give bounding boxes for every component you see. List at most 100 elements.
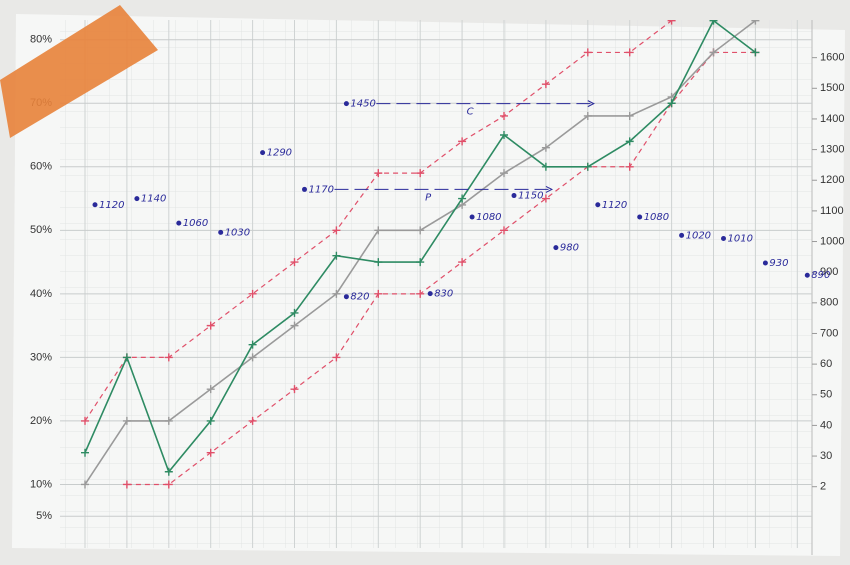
point-marker (416, 169, 425, 178)
point-marker (206, 385, 215, 394)
y2-tick-label: 1400 (820, 113, 844, 125)
point-marker (416, 258, 425, 267)
y2-tick-label: 1300 (820, 143, 844, 155)
ref-value-label: 1170 (309, 184, 334, 195)
price-point (762, 260, 768, 266)
y-tick-label: 20% (30, 415, 52, 427)
point-marker (583, 162, 592, 171)
price-point (804, 272, 810, 278)
price-label: 1120 (99, 200, 124, 211)
price-point (511, 193, 517, 199)
point-marker (625, 111, 634, 120)
price-point (679, 232, 685, 238)
price-point (343, 294, 349, 300)
point-marker (290, 308, 299, 317)
y2-tick-label: 1500 (820, 82, 844, 94)
price-point (637, 214, 643, 220)
y2-tick-label: 700 (820, 327, 838, 339)
point-marker (416, 226, 425, 235)
point-marker (332, 251, 341, 260)
price-label: 930 (769, 258, 788, 269)
point-marker (206, 448, 215, 457)
point-marker (374, 169, 383, 178)
y2-tick-label: 50 (820, 389, 832, 401)
ref-value-label: 1450 (350, 99, 375, 110)
y2-tick-label: 1600 (820, 52, 844, 64)
point-marker (248, 340, 257, 349)
point-marker (709, 20, 718, 25)
y2-tick-label: 1200 (820, 174, 844, 186)
point-marker (667, 99, 676, 108)
y-tick-label: 60% (30, 161, 52, 173)
point-marker (332, 353, 341, 362)
series-line (126, 51, 756, 486)
price-label: 1150 (518, 191, 543, 202)
point-marker (500, 131, 508, 140)
point-marker (122, 416, 131, 425)
point-marker (290, 385, 299, 394)
plot-layer: 5%10%20%30%40%50%60%70%80%23040506070080… (30, 20, 844, 548)
y-tick-label: 40% (30, 288, 52, 300)
minor-grid (60, 20, 812, 548)
price-point (218, 229, 224, 235)
point-marker (81, 416, 89, 425)
y2-tick-label: 800 (820, 297, 838, 309)
point-marker (248, 353, 257, 362)
price-point (176, 220, 182, 226)
point-marker (500, 226, 508, 235)
y2-tick-label: 900 (820, 266, 838, 278)
y-tick-label: 5% (36, 510, 52, 522)
y-tick-label: 50% (30, 224, 52, 236)
price-label: 1120 (602, 200, 627, 211)
price-label: 1080 (644, 212, 669, 223)
y2-tick-label: 2 (820, 481, 826, 493)
tape (0, 5, 158, 138)
point-marker (374, 289, 383, 298)
point-marker (625, 137, 634, 146)
ref-label: C (467, 107, 474, 118)
point-marker (290, 258, 299, 267)
price-label: 820 (350, 292, 369, 303)
point-marker (541, 194, 550, 203)
y-tick-label: 80% (30, 34, 52, 46)
point-marker (248, 289, 257, 298)
point-marker (206, 321, 215, 330)
point-marker (122, 353, 131, 362)
price-label: 890 (811, 270, 830, 281)
point-marker (164, 467, 173, 476)
price-label: 1080 (476, 212, 501, 223)
y2-tick-label: 40 (820, 419, 832, 431)
price-point (427, 291, 433, 297)
point-marker (332, 226, 341, 235)
ref-start (302, 186, 307, 192)
point-marker (458, 258, 467, 267)
point-marker (164, 416, 173, 425)
price-label: 1030 (225, 227, 250, 238)
point-marker (164, 480, 173, 489)
price-label: 980 (560, 243, 579, 254)
point-marker (751, 20, 760, 25)
price-label: 1140 (141, 194, 166, 205)
point-marker (709, 48, 718, 57)
ref-arrow (587, 100, 595, 108)
y-tick-label: 10% (30, 478, 52, 490)
point-marker (541, 162, 550, 171)
point-marker (625, 48, 634, 57)
point-marker (541, 143, 550, 152)
point-marker (164, 353, 173, 362)
y2-tick-label: 60 (820, 358, 832, 370)
price-point (92, 202, 98, 208)
point-marker (122, 480, 131, 489)
point-marker (290, 321, 299, 330)
point-marker (81, 480, 89, 489)
point-marker (248, 416, 257, 425)
ref-start (343, 101, 349, 107)
ref-label: P (425, 192, 432, 203)
price-label: 830 (434, 289, 453, 300)
point-marker (500, 111, 508, 120)
price-label: 1290 (267, 148, 292, 159)
price-label: 1060 (183, 218, 208, 229)
price-point (553, 245, 559, 251)
point-marker (332, 289, 341, 298)
point-marker (500, 169, 508, 178)
